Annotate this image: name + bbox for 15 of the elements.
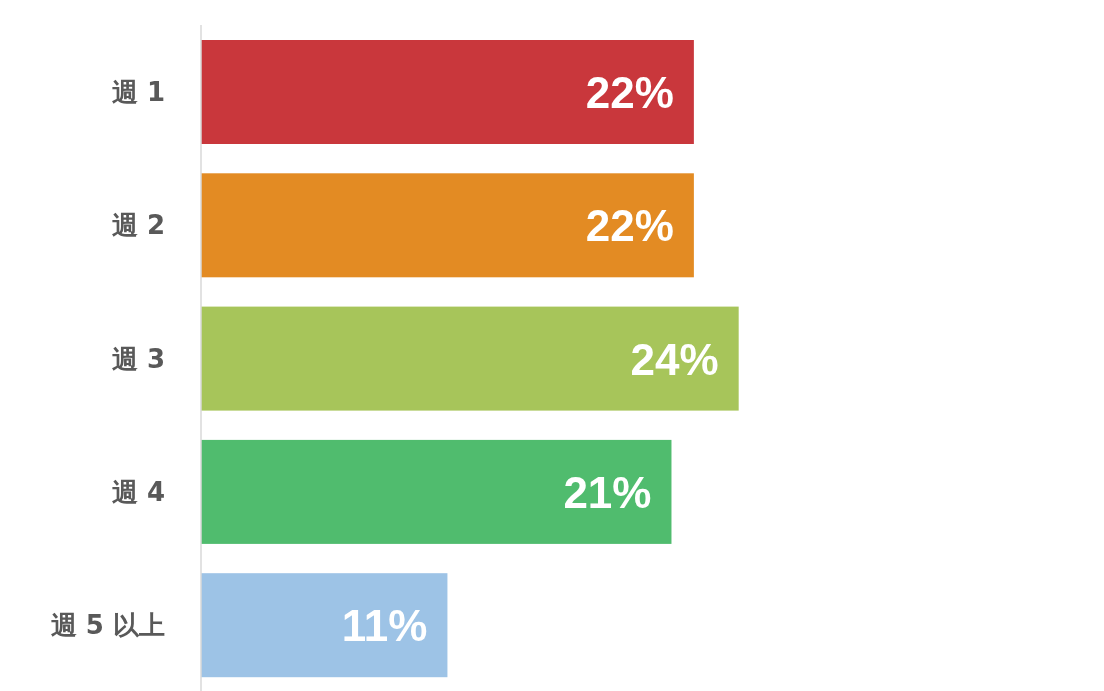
data-label: 11% [341,601,428,651]
y-tick-label: 週 2 [111,210,165,241]
bar [201,40,694,144]
bar [201,173,694,278]
y-tick-label: 週 4 [111,476,165,507]
data-label: 22% [585,68,674,117]
bar [201,306,739,411]
y-tick-label: 週 1 [111,77,165,107]
data-label: 24% [630,334,719,384]
bar [201,439,672,544]
y-tick-label: 週 5 以上 [50,610,165,641]
data-label: 21% [563,467,652,517]
bar [201,573,448,678]
y-tick-label: 週 3 [111,343,165,374]
data-label: 22% [585,201,674,251]
